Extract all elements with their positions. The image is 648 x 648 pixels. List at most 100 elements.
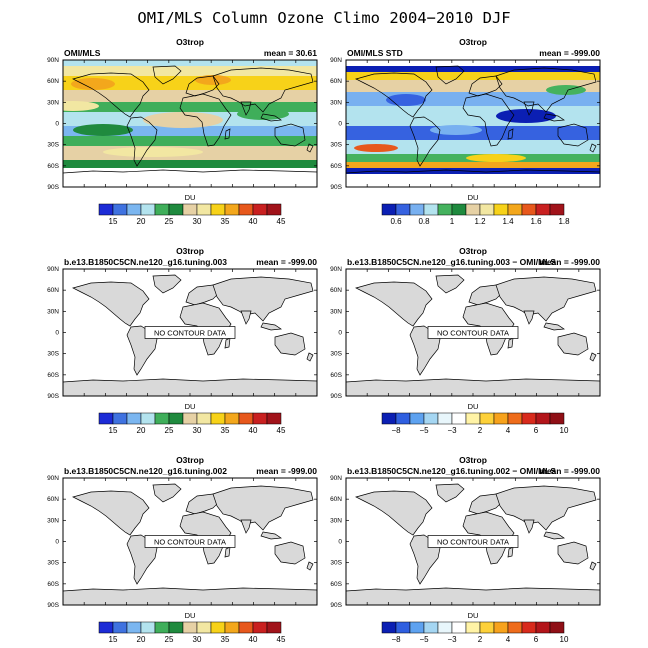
- colorbar-swatch: [266, 621, 282, 634]
- lat-tick-label: 30S: [330, 142, 342, 149]
- colorbar-tick-label: 35: [221, 217, 230, 226]
- no-data-box: [144, 535, 236, 548]
- colorbar-swatch: [154, 412, 170, 425]
- colorbar-swatch: [507, 412, 523, 425]
- lat-tick-label: 90S: [47, 602, 59, 609]
- map-field: [346, 60, 600, 187]
- colorbar-swatch: [238, 621, 254, 634]
- colorbar-swatch: [224, 203, 240, 216]
- lat-tick-label: 30N: [47, 99, 59, 106]
- colorbar-swatch: [381, 203, 397, 216]
- colorbar-swatch: [182, 412, 198, 425]
- colorbar-tick-label: −5: [419, 635, 429, 644]
- panel-case-label: OMI/MLS STD: [347, 48, 403, 58]
- colorbar-swatch: [409, 621, 425, 634]
- colorbar-swatch: [423, 412, 439, 425]
- map-panel-p5: O3tropb.e13.B1850C5CN.ne120_g16.tuning.0…: [47, 455, 318, 644]
- colorbar-swatch: [168, 203, 184, 216]
- colorbar-tick-label: 1.4: [502, 217, 514, 226]
- colorbar-swatch: [98, 203, 114, 216]
- colorbar-swatch: [196, 203, 212, 216]
- colorbar-tick-label: 1.8: [558, 217, 570, 226]
- colorbar-swatch: [493, 203, 509, 216]
- colorbar-swatch: [409, 412, 425, 425]
- colorbar-tick-label: 15: [109, 426, 118, 435]
- colorbar-tick-label: 40: [249, 217, 258, 226]
- colorbar-swatch: [381, 412, 397, 425]
- no-data-box: [427, 326, 519, 339]
- colorbar-swatch: [210, 621, 226, 634]
- no-contour-data-label: NO CONTOUR DATA: [437, 329, 509, 338]
- no-data-box: [144, 326, 236, 339]
- colorbar-swatch: [168, 621, 184, 634]
- colorbar-swatch: [493, 412, 509, 425]
- no-contour-data-label: NO CONTOUR DATA: [437, 538, 509, 547]
- colorbar-swatch: [98, 621, 114, 634]
- colorbar-swatch: [112, 203, 128, 216]
- lat-tick-label: 30N: [330, 99, 342, 106]
- lat-tick-label: 90S: [47, 393, 59, 400]
- colorbar-swatch: [196, 621, 212, 634]
- colorbar-swatch: [521, 412, 537, 425]
- panel-variable-title: O3trop: [176, 246, 204, 256]
- lat-tick-label: 60S: [47, 581, 59, 588]
- lat-tick-label: 60S: [330, 372, 342, 379]
- colorbar-swatch: [395, 203, 411, 216]
- colorbar-swatch: [252, 621, 268, 634]
- lat-tick-label: 60N: [330, 496, 342, 503]
- lat-tick-label: 30S: [47, 560, 59, 567]
- colorbar-swatch: [465, 621, 481, 634]
- colorbar-tick-label: 20: [137, 635, 146, 644]
- colorbar-swatch: [507, 621, 523, 634]
- lat-tick-label: 0: [55, 539, 59, 546]
- colorbar-swatch: [549, 203, 565, 216]
- lat-tick-label: 90S: [47, 184, 59, 191]
- map-panel-p1: O3trop OMI/MLS mean = 30.61 90N 60N 30N 0 30S 60…: [47, 37, 318, 226]
- panel-case-label: OMI/MLS: [64, 48, 101, 58]
- colorbar-tick-label: 40: [249, 635, 258, 644]
- colorbar-tick-label: 0.6: [390, 217, 402, 226]
- colorbar-swatch: [451, 621, 467, 634]
- colorbar-unit-label: DU: [468, 193, 479, 202]
- colorbar-swatch: [98, 412, 114, 425]
- colorbar-swatch: [479, 412, 495, 425]
- panel-mean-label: mean = -999.00: [256, 257, 317, 267]
- lat-tick-label: 30N: [47, 308, 59, 315]
- lat-tick-label: 30N: [330, 517, 342, 524]
- colorbar-swatch: [381, 621, 397, 634]
- colorbar-swatch: [493, 621, 509, 634]
- colorbar-tick-label: 25: [165, 217, 174, 226]
- panel-mean-label: mean = -999.00: [256, 466, 317, 476]
- lat-tick-label: 60N: [47, 78, 59, 85]
- colorbar-tick-label: 35: [221, 635, 230, 644]
- colorbar-tick-label: −8: [391, 635, 401, 644]
- no-contour-data-label: NO CONTOUR DATA: [154, 329, 226, 338]
- panel-variable-title: O3trop: [459, 455, 487, 465]
- colorbar-tick-label: 25: [165, 635, 174, 644]
- colorbar-swatch: [479, 621, 495, 634]
- lat-tick-label: 90N: [47, 266, 59, 273]
- colorbar-swatch: [535, 203, 551, 216]
- panel-case-label: b.e13.B1850C5CN.ne120_g16.tuning.002 − O…: [347, 466, 556, 476]
- colorbar-unit-label: DU: [185, 193, 196, 202]
- colorbar-tick-label: 25: [165, 426, 174, 435]
- colorbar-tick-label: 20: [137, 217, 146, 226]
- panel-case-label: b.e13.B1850C5CN.ne120_g16.tuning.003: [64, 257, 227, 267]
- colorbar-swatch: [126, 203, 142, 216]
- lat-tick-label: 60S: [330, 581, 342, 588]
- panel-variable-title: O3trop: [459, 37, 487, 47]
- colorbar-tick-label: 1.6: [530, 217, 542, 226]
- lat-tick-label: 60S: [330, 163, 342, 170]
- colorbar-swatch: [437, 412, 453, 425]
- colorbar-swatch: [126, 621, 142, 634]
- lat-tick-label: 30S: [47, 351, 59, 358]
- panel-variable-title: O3trop: [176, 455, 204, 465]
- lat-tick-label: 90N: [47, 57, 59, 64]
- colorbar-swatch: [535, 412, 551, 425]
- lat-tick-label: 90N: [47, 475, 59, 482]
- lat-tick-label: 0: [338, 121, 342, 128]
- lat-tick-label: 0: [55, 121, 59, 128]
- lat-tick-label: 30N: [330, 308, 342, 315]
- colorbar-swatch: [140, 203, 156, 216]
- colorbar-swatch: [423, 203, 439, 216]
